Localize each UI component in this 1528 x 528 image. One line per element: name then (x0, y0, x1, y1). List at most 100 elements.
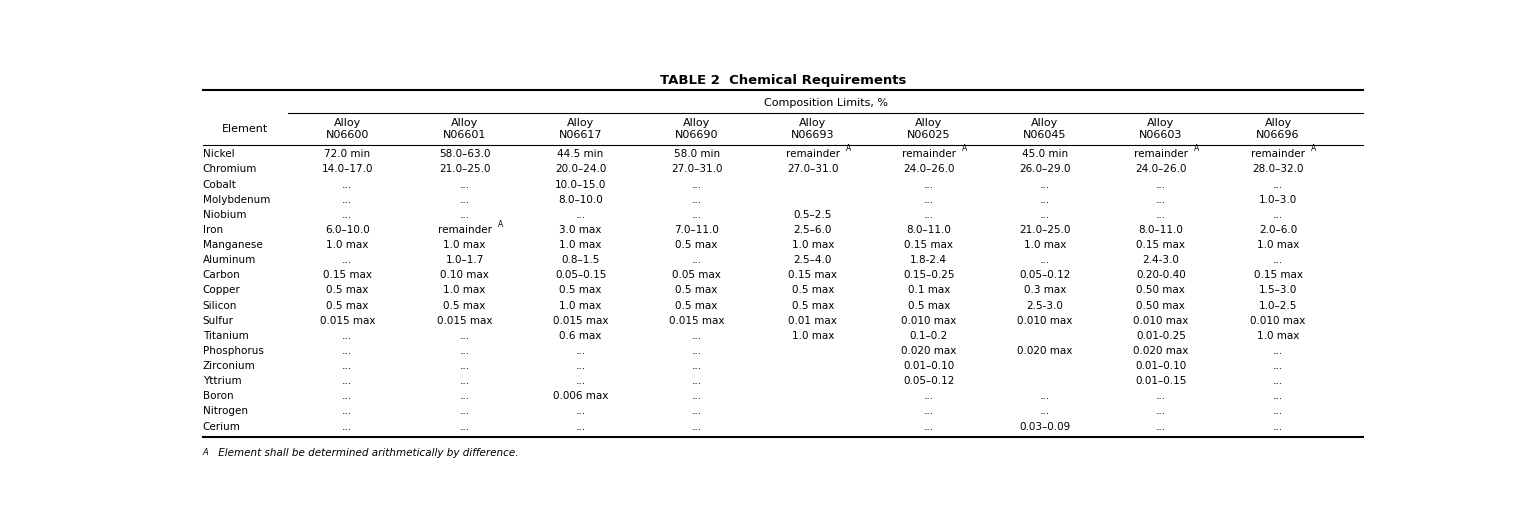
Text: Alloy
N06696: Alloy N06696 (1256, 118, 1300, 140)
Text: Alloy
N06690: Alloy N06690 (675, 118, 718, 140)
Text: 1.0–1.7: 1.0–1.7 (445, 255, 484, 265)
Text: 0.020 max: 0.020 max (902, 346, 957, 356)
Text: 0.1–0.2: 0.1–0.2 (909, 331, 947, 341)
Text: 1.0 max: 1.0 max (443, 240, 486, 250)
Text: ...: ... (692, 376, 701, 386)
Text: 21.0–25.0: 21.0–25.0 (439, 164, 490, 174)
Text: ...: ... (576, 210, 585, 220)
Text: 0.01-0.25: 0.01-0.25 (1135, 331, 1186, 341)
Text: 0.1 max: 0.1 max (908, 286, 950, 296)
Text: ...: ... (460, 180, 469, 190)
Text: 24.0–26.0: 24.0–26.0 (1135, 164, 1187, 174)
Text: ...: ... (460, 210, 469, 220)
Text: 7.0–11.0: 7.0–11.0 (674, 225, 720, 235)
Text: 0.5 max: 0.5 max (675, 286, 718, 296)
Text: ...: ... (1273, 210, 1284, 220)
Text: ...: ... (692, 331, 701, 341)
Text: Alloy
N06025: Alloy N06025 (908, 118, 950, 140)
Text: 1.0 max: 1.0 max (792, 331, 834, 341)
Text: 24.0–26.0: 24.0–26.0 (903, 164, 955, 174)
Text: ...: ... (342, 180, 353, 190)
Text: A: A (498, 220, 503, 229)
Text: 1.0 max: 1.0 max (1024, 240, 1067, 250)
Text: ...: ... (460, 361, 469, 371)
Text: 14.0–17.0: 14.0–17.0 (321, 164, 373, 174)
Text: 0.010 max: 0.010 max (1250, 316, 1306, 326)
Text: ...: ... (1155, 180, 1166, 190)
Text: ...: ... (692, 195, 701, 205)
Text: ...: ... (692, 346, 701, 356)
Text: ...: ... (1039, 391, 1050, 401)
Text: ...: ... (692, 391, 701, 401)
Text: 8.0–11.0: 8.0–11.0 (906, 225, 952, 235)
Text: 0.15 max: 0.15 max (322, 270, 371, 280)
Text: ...: ... (576, 346, 585, 356)
Text: Chromium: Chromium (203, 164, 257, 174)
Text: 2.0–6.0: 2.0–6.0 (1259, 225, 1297, 235)
Text: ...: ... (342, 210, 353, 220)
Text: 8.0–11.0: 8.0–11.0 (1138, 225, 1183, 235)
Text: ...: ... (924, 180, 934, 190)
Text: 0.5–2.5: 0.5–2.5 (793, 210, 831, 220)
Text: ...: ... (460, 391, 469, 401)
Text: 1.0–2.5: 1.0–2.5 (1259, 300, 1297, 310)
Text: 0.15 max: 0.15 max (905, 240, 953, 250)
Text: 72.0 min: 72.0 min (324, 149, 370, 159)
Text: 1.0 max: 1.0 max (1258, 331, 1299, 341)
Text: Silicon: Silicon (203, 300, 237, 310)
Text: Element: Element (223, 124, 269, 134)
Text: ...: ... (342, 195, 353, 205)
Text: 44.5 min: 44.5 min (558, 149, 604, 159)
Text: 1.0 max: 1.0 max (792, 240, 834, 250)
Text: ...: ... (692, 210, 701, 220)
Text: remainder: remainder (785, 149, 840, 159)
Text: 1.0 max: 1.0 max (559, 240, 602, 250)
Text: remainder: remainder (902, 149, 955, 159)
Text: ...: ... (576, 361, 585, 371)
Text: A: A (963, 145, 967, 154)
Text: ...: ... (342, 331, 353, 341)
Text: ...: ... (342, 376, 353, 386)
Text: Iron: Iron (203, 225, 223, 235)
Text: ...: ... (692, 421, 701, 431)
Text: ...: ... (692, 407, 701, 417)
Text: 2.4-3.0: 2.4-3.0 (1143, 255, 1180, 265)
Text: ...: ... (1273, 180, 1284, 190)
Text: ...: ... (924, 407, 934, 417)
Text: ...: ... (460, 376, 469, 386)
Text: Carbon: Carbon (203, 270, 240, 280)
Text: Molybdenum: Molybdenum (203, 195, 270, 205)
Text: ...: ... (924, 210, 934, 220)
Text: ...: ... (924, 391, 934, 401)
Text: Phosphorus: Phosphorus (203, 346, 264, 356)
Text: Composition Limits, %: Composition Limits, % (764, 98, 888, 108)
Text: 0.6 max: 0.6 max (559, 331, 602, 341)
Text: ...: ... (576, 376, 585, 386)
Text: ...: ... (342, 346, 353, 356)
Text: 0.5 max: 0.5 max (559, 286, 602, 296)
Text: Yttrium: Yttrium (203, 376, 241, 386)
Text: ...: ... (1273, 361, 1284, 371)
Text: 0.5 max: 0.5 max (792, 286, 834, 296)
Text: 0.5 max: 0.5 max (325, 300, 368, 310)
Text: 27.0–31.0: 27.0–31.0 (787, 164, 839, 174)
Text: 0.15 max: 0.15 max (1253, 270, 1302, 280)
Text: Boron: Boron (203, 391, 234, 401)
Text: ...: ... (1273, 346, 1284, 356)
Text: ...: ... (460, 421, 469, 431)
Text: 1.0 max: 1.0 max (559, 300, 602, 310)
Text: Niobium: Niobium (203, 210, 246, 220)
Text: 0.5 max: 0.5 max (792, 300, 834, 310)
Text: 0.10 max: 0.10 max (440, 270, 489, 280)
Text: 2.5–4.0: 2.5–4.0 (793, 255, 831, 265)
Text: ...: ... (1039, 407, 1050, 417)
Text: ...: ... (1155, 421, 1166, 431)
Text: ...: ... (1155, 407, 1166, 417)
Text: ...: ... (576, 421, 585, 431)
Text: ...: ... (460, 407, 469, 417)
Text: 0.01–0.10: 0.01–0.10 (1135, 361, 1186, 371)
Text: 26.0–29.0: 26.0–29.0 (1019, 164, 1071, 174)
Text: ...: ... (1155, 391, 1166, 401)
Text: ...: ... (1273, 421, 1284, 431)
Text: Element shall be determined arithmetically by difference.: Element shall be determined arithmetical… (214, 448, 518, 458)
